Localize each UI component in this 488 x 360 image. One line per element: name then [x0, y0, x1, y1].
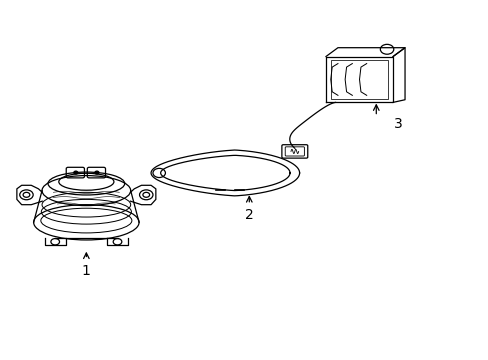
- Circle shape: [74, 171, 78, 174]
- Text: 2: 2: [244, 207, 253, 221]
- Circle shape: [95, 171, 99, 174]
- Text: 3: 3: [393, 117, 402, 131]
- Text: 1: 1: [82, 264, 91, 278]
